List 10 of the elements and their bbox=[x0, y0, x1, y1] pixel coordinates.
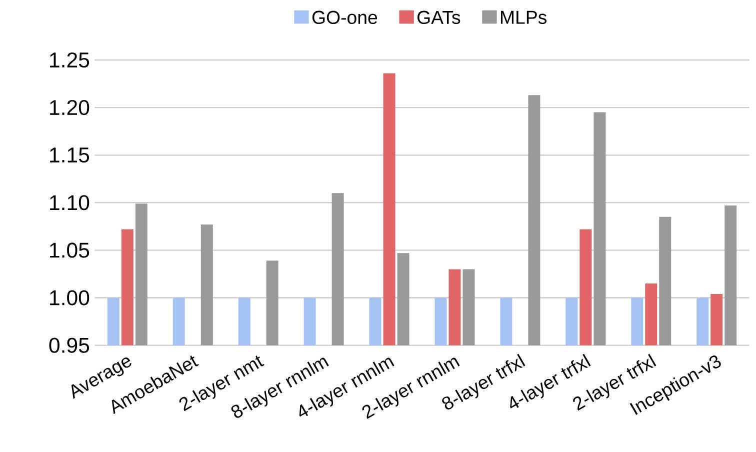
legend-label: GO-one bbox=[312, 10, 378, 24]
legend-label: GATs bbox=[417, 10, 460, 24]
y-tick-label: 1.00 bbox=[50, 290, 90, 306]
y-tick-label: 1.05 bbox=[50, 242, 90, 258]
y-tick-label: 1.10 bbox=[50, 195, 90, 210]
y-tick-label: 1.20 bbox=[50, 100, 90, 116]
y-tick-label: 0.95 bbox=[49, 338, 90, 353]
y-tick-label: 1.25 bbox=[50, 52, 90, 68]
legend-label: MLPs bbox=[500, 10, 547, 24]
y-tick-label: 1.15 bbox=[50, 148, 90, 163]
